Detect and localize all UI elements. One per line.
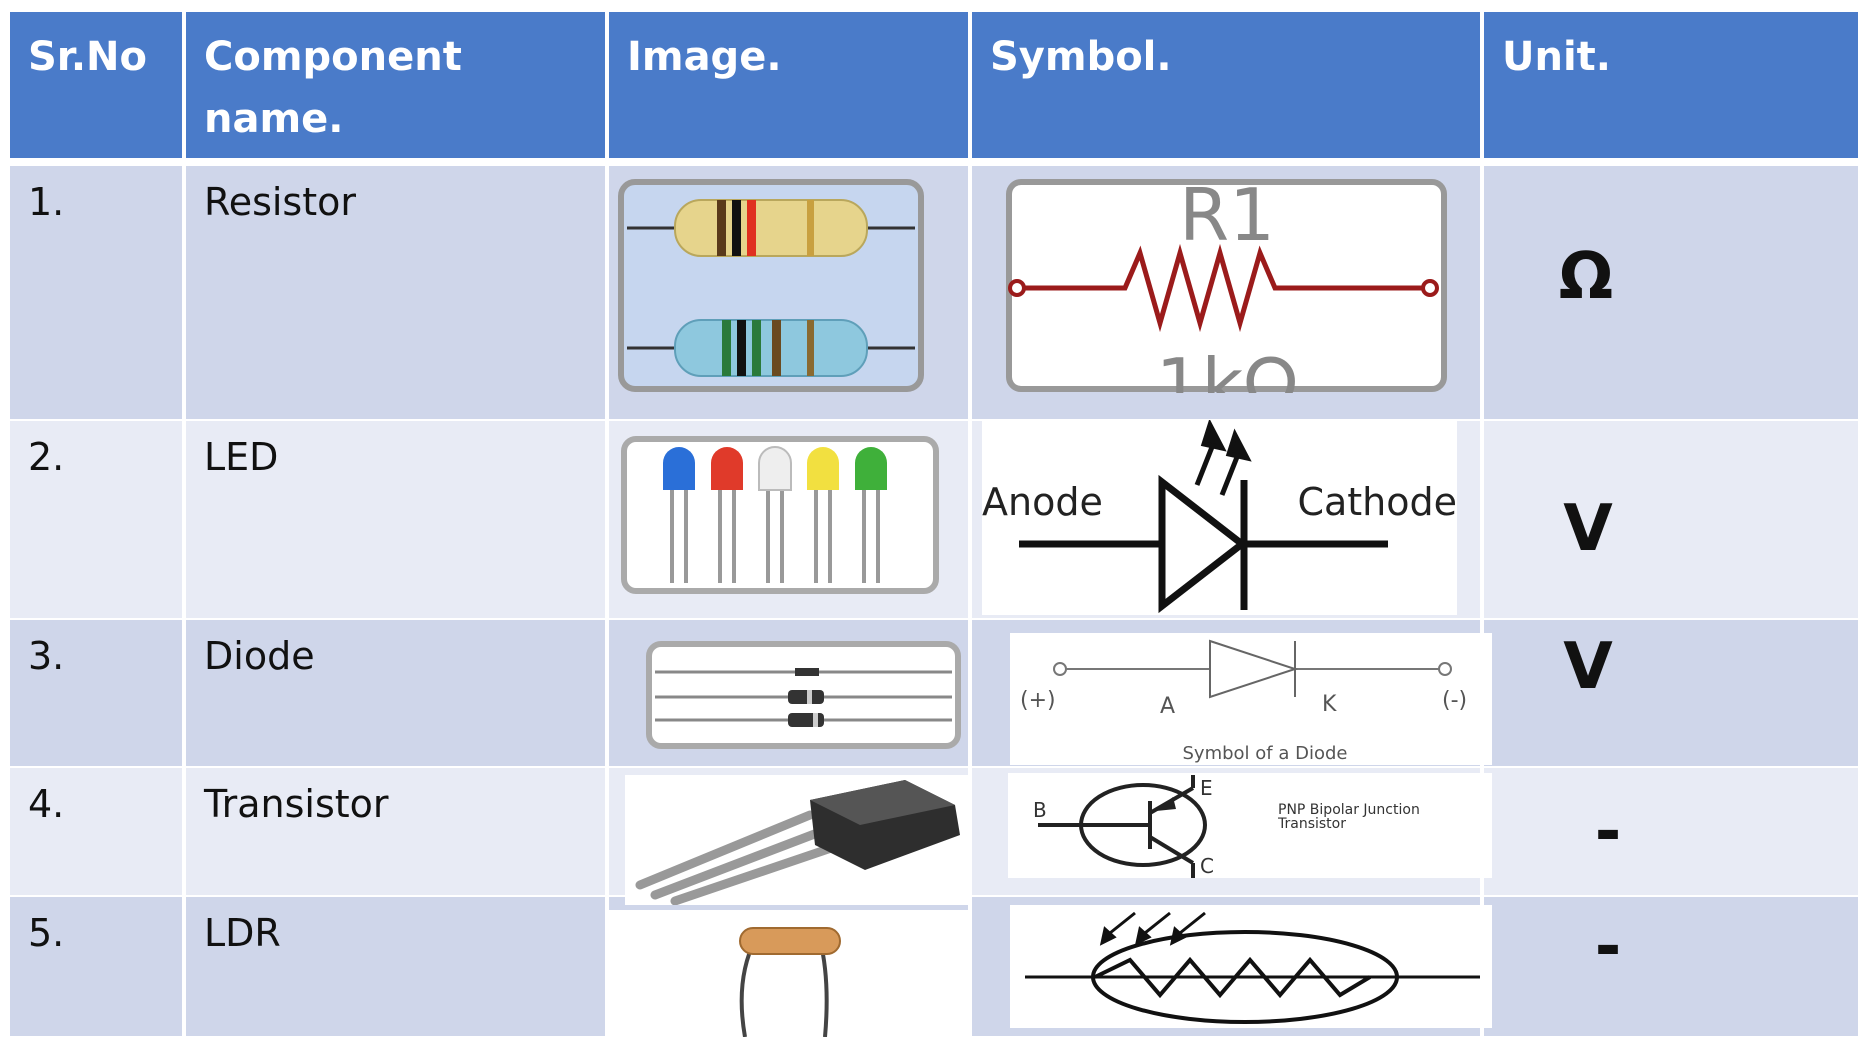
unit: - [1594,795,1622,869]
symbol-label: C [1200,854,1214,878]
ldr-image [605,910,970,1037]
body-cell: 2. [10,421,182,618]
resistor-image [618,179,924,392]
led-image [621,436,939,594]
symbol-caption: PNP Bipolar Junction Transistor [1278,803,1420,832]
ldr-symbol [1010,905,1492,1028]
symbol-label: (+) [1020,688,1056,713]
body-cell: 1. [10,166,182,419]
symbol-label: (-) [1442,688,1467,713]
unit: V [1563,630,1613,704]
body-cell: 4. [10,768,182,895]
cell-background [1484,421,1858,618]
symbol-label: B [1033,798,1047,822]
symbol-label: Cathode [1297,480,1457,524]
symbol-label: E [1200,776,1213,800]
transistor-symbol: B E C PNP Bipolar Junction Transistor [1008,773,1492,878]
body-cell: LDR [186,897,605,1036]
header-cell: Component name. [186,12,605,158]
symbol-caption-box: PNP Bipolar Junction Transistor [1278,803,1420,832]
symbol-label: A [1160,694,1175,719]
symbol-label: Anode [982,480,1103,524]
header-cell: Unit. [1484,12,1858,158]
symbol-label: K [1322,692,1337,717]
body-cell: Transistor [186,768,605,895]
header-text: Component name. [204,34,462,142]
symbol-label: R1 [1179,178,1275,257]
body-cell: 3. [10,620,182,766]
header-cell: Sr.No [10,12,182,158]
body-cell: Resistor [186,166,605,419]
unit: - [1594,910,1622,984]
unit: V [1563,492,1613,566]
header-cell: Symbol. [972,12,1480,158]
cell-background [1484,768,1858,895]
resistor-symbol: R1 1kΩ [1006,178,1447,393]
unit: Ω [1558,240,1614,314]
cell-background [1484,166,1858,419]
header-cell: Image. [609,12,968,158]
transistor-image [625,775,968,905]
cell-background [1484,897,1858,1036]
symbol-caption: Symbol of a Diode [1183,743,1348,764]
body-cell: 5. [10,897,182,1036]
cell-background [1484,620,1858,766]
symbol-label: 1kΩ [1156,343,1299,393]
body-cell: LED [186,421,605,618]
diode-image [646,641,961,749]
led-symbol: Anode Cathode [982,420,1457,615]
diode-symbol: (+) A K (-) Symbol of a Diode [1010,633,1492,765]
body-cell: Diode [186,620,605,766]
